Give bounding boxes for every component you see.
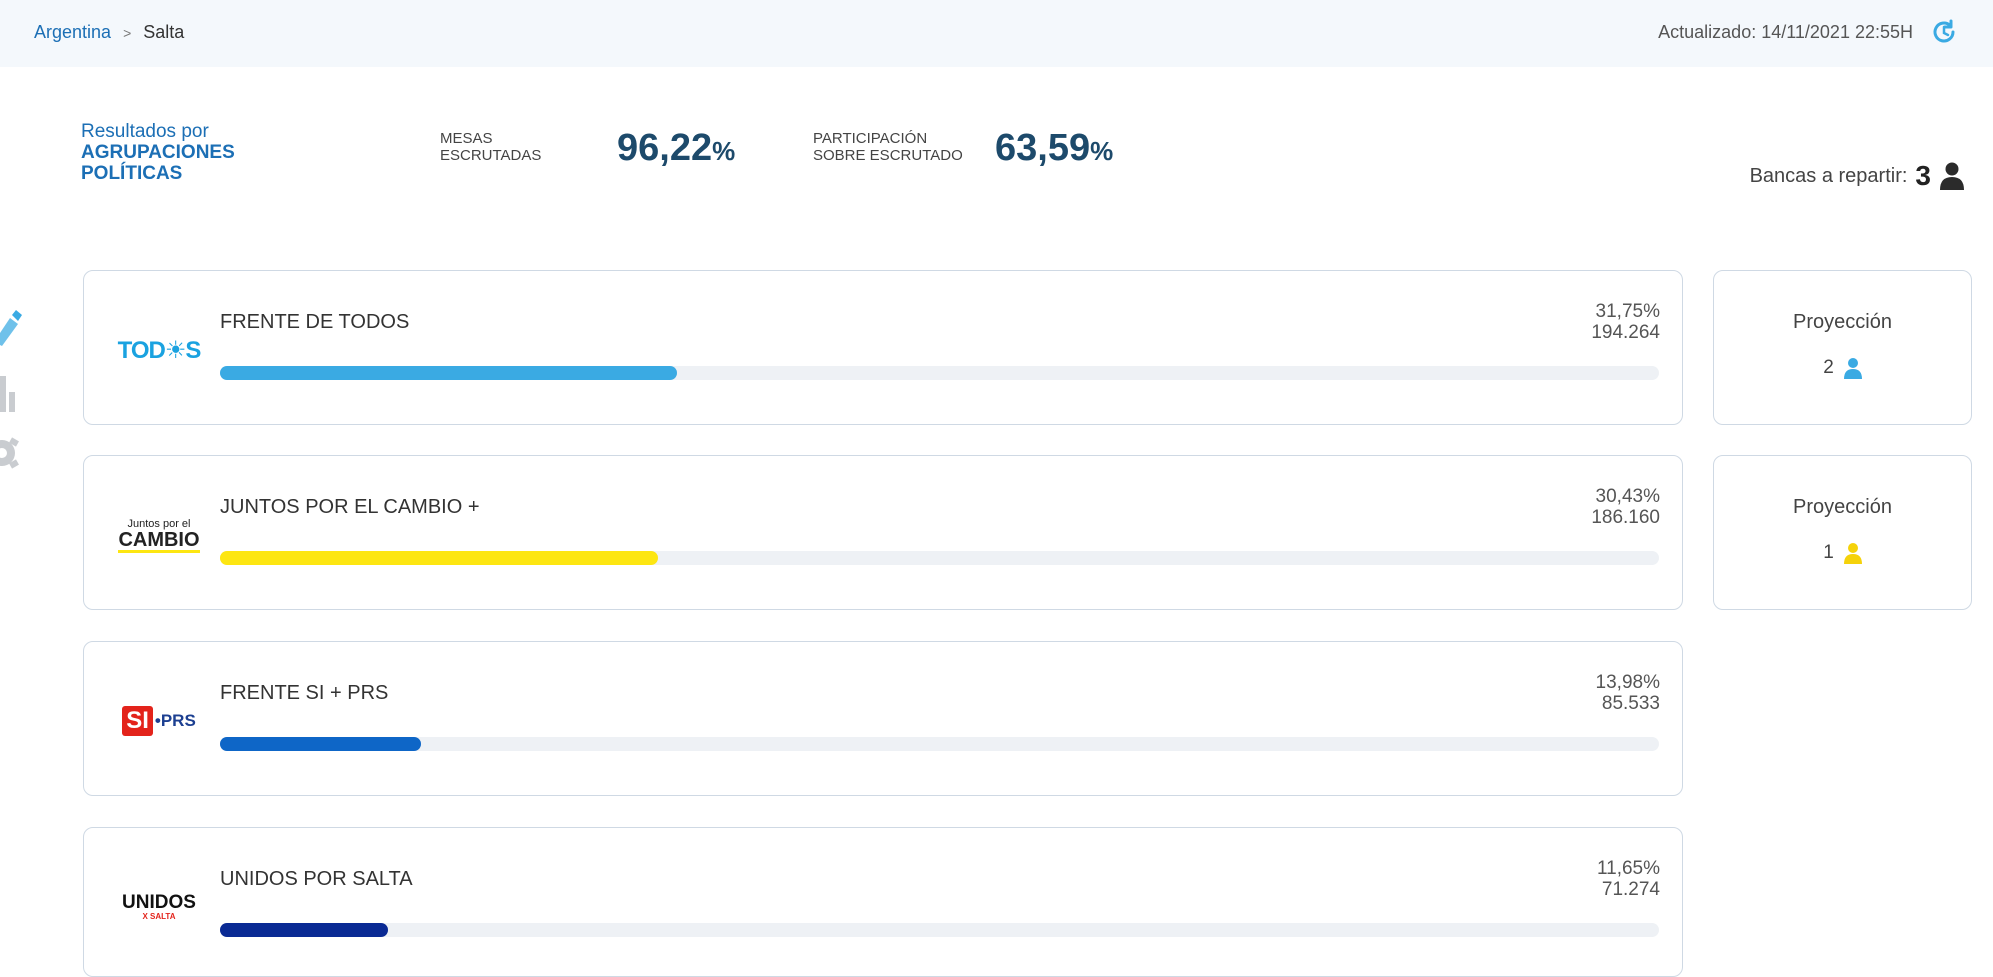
participacion-label-line-1: PARTICIPACIÓN	[813, 130, 928, 147]
logo-juntos-por-el-cambio: Juntos por el CAMBIO	[109, 510, 209, 560]
logo-text-si: SI	[122, 706, 153, 736]
projection-card-frente-de-todos: Proyección 2	[1713, 270, 1972, 425]
top-bar: Argentina > Salta Actualizado: 14/11/202…	[0, 0, 1993, 67]
party-name: FRENTE SI + PRS	[220, 682, 389, 704]
projection-card-juntos-por-el-cambio: Proyección 1	[1713, 455, 1972, 610]
progress-fill	[220, 923, 388, 937]
bancas-a-repartir: Bancas a repartir: 3	[1750, 160, 1965, 192]
projection-label: Proyección	[1793, 311, 1892, 333]
mesas-label: MESAS ESCRUTADAS	[440, 130, 541, 164]
party-votes: 186.160	[1591, 507, 1660, 528]
breadcrumb-link-argentina[interactable]: Argentina	[34, 22, 112, 42]
projection-value: 2	[1714, 357, 1971, 379]
progress-fill	[220, 551, 658, 565]
party-result: 13,98% 85.533	[1596, 672, 1660, 714]
party-card-juntos-por-el-cambio[interactable]: Juntos por el CAMBIO JUNTOS POR EL CAMBI…	[83, 455, 1683, 610]
mesas-value-number: 96,22	[617, 127, 713, 169]
title-line-1: Resultados por	[81, 121, 209, 142]
party-name: FRENTE DE TODOS	[220, 311, 410, 333]
participacion-value-number: 63,59	[995, 127, 1091, 169]
person-icon	[1843, 358, 1862, 379]
results-title: Resultados por AGRUPACIONES POLÍTICAS	[81, 121, 235, 184]
refresh-icon[interactable]	[1929, 17, 1959, 47]
mesas-value-percent: %	[712, 136, 736, 166]
party-percent: 13,98%	[1595, 672, 1660, 693]
party-result: 11,65% 71.274	[1597, 858, 1660, 900]
logo-text: TOD☀S	[117, 336, 202, 364]
party-card-frente-de-todos[interactable]: TOD☀S FRENTE DE TODOS 31,75% 194.264	[83, 270, 1683, 425]
gear-icon[interactable]	[0, 436, 20, 470]
logo-text-prs: •PRS	[154, 711, 196, 730]
person-icon	[1940, 162, 1964, 190]
updated-timestamp: Actualizado: 14/11/2021 22:55H	[1658, 22, 1913, 42]
party-name: JUNTOS POR EL CAMBIO +	[220, 496, 480, 518]
mesas-value: 96,22%	[617, 127, 735, 170]
projection-count: 2	[1823, 357, 1834, 378]
party-card-frente-si-prs[interactable]: SI •PRS FRENTE SI + PRS 13,98% 85.533	[83, 641, 1683, 796]
logo-text-large: CAMBIO	[118, 528, 200, 553]
progress-fill	[220, 366, 677, 380]
logo-frente-de-todos: TOD☀S	[109, 325, 209, 375]
bancas-label: Bancas a repartir:	[1749, 164, 1908, 187]
logo-frente-si-prs: SI •PRS	[109, 696, 209, 746]
progress-track	[220, 551, 1659, 565]
party-percent: 11,65%	[1596, 858, 1660, 879]
party-result: 30,43% 186.160	[1591, 486, 1660, 528]
participacion-value-percent: %	[1090, 136, 1114, 166]
party-percent: 30,43%	[1595, 486, 1660, 507]
party-name: UNIDOS POR SALTA	[220, 868, 413, 890]
participacion-label-line-2: SOBRE ESCRUTADO	[813, 147, 963, 164]
party-votes: 85.533	[1601, 693, 1660, 714]
breadcrumb-separator: >	[123, 24, 132, 41]
logo-text-xsalta: X SALTA	[142, 911, 176, 921]
title-line-2: AGRUPACIONES	[81, 142, 235, 163]
bar-chart-icon[interactable]	[0, 376, 20, 412]
participacion-value: 63,59%	[995, 127, 1113, 170]
person-icon	[1843, 543, 1862, 564]
progress-track	[220, 923, 1659, 937]
projection-value: 1	[1714, 542, 1971, 564]
progress-fill	[220, 737, 422, 751]
mesas-label-line-1: MESAS	[440, 130, 493, 147]
participacion-label: PARTICIPACIÓN SOBRE ESCRUTADO	[813, 130, 963, 164]
logo-text-unidos: UNIDOS	[122, 891, 196, 913]
party-votes: 194.264	[1591, 322, 1660, 343]
breadcrumb: Argentina > Salta	[34, 22, 184, 43]
logo-text-small: Juntos por el	[127, 517, 191, 530]
party-card-unidos-por-salta[interactable]: UNIDOS X SALTA UNIDOS POR SALTA 11,65% 7…	[83, 827, 1683, 977]
party-percent: 31,75%	[1595, 301, 1660, 322]
title-line-3: POLÍTICAS	[81, 163, 183, 184]
edit-icon[interactable]	[0, 310, 22, 346]
party-votes: 71.274	[1601, 879, 1660, 900]
progress-track	[220, 737, 1659, 751]
party-result: 31,75% 194.264	[1591, 301, 1660, 343]
logo-unidos-por-salta: UNIDOS X SALTA	[109, 882, 209, 932]
projection-count: 1	[1823, 542, 1834, 563]
bancas-count: 3	[1915, 160, 1931, 191]
mesas-label-line-2: ESCRUTADAS	[440, 147, 542, 164]
projection-label: Proyección	[1793, 496, 1892, 518]
breadcrumb-current-salta: Salta	[143, 22, 185, 42]
progress-track	[220, 366, 1659, 380]
